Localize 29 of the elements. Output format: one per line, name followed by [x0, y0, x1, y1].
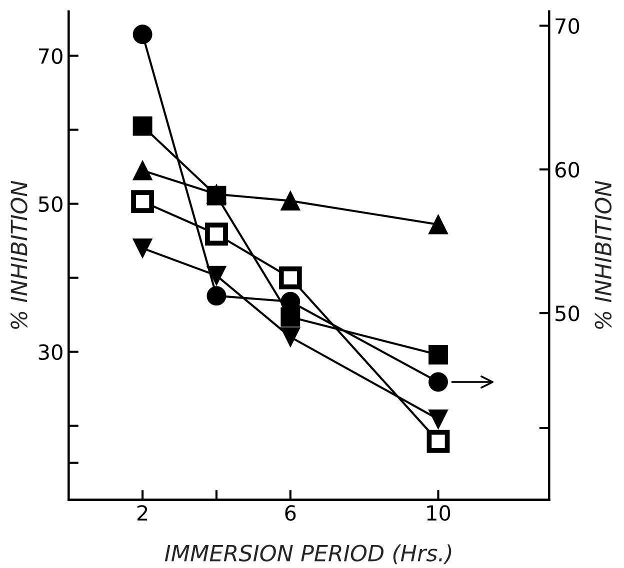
point	[280, 191, 300, 211]
point	[132, 160, 152, 180]
point	[132, 238, 152, 258]
point	[280, 307, 300, 327]
y2-tick-label: 60	[555, 162, 580, 178]
y-tick-label: 50	[38, 196, 62, 212]
point	[206, 266, 226, 286]
point	[278, 266, 302, 290]
point	[205, 222, 228, 246]
point	[428, 345, 448, 364]
point	[280, 327, 300, 347]
y-tick-label: 30	[38, 344, 62, 360]
point	[131, 190, 154, 214]
x-tick-label: 10	[427, 505, 450, 521]
x-axis-title: IMMERSION PERIOD (Hrs.)	[164, 544, 452, 564]
y2-axis-title: % INHIBITION	[594, 180, 612, 329]
y-axis-title: % INHIBITION	[10, 180, 28, 329]
x-tick-label: 6	[285, 505, 296, 521]
point	[426, 430, 450, 453]
point	[132, 116, 152, 136]
y-tick-label: 70	[38, 48, 62, 64]
point	[206, 286, 226, 306]
y2-tick-label: 70	[556, 18, 580, 34]
point	[132, 24, 152, 44]
x-tick-label: 2	[137, 505, 148, 521]
point	[428, 214, 448, 234]
y2-tick-label: 50	[556, 306, 580, 322]
point	[428, 372, 448, 392]
point	[428, 409, 448, 429]
